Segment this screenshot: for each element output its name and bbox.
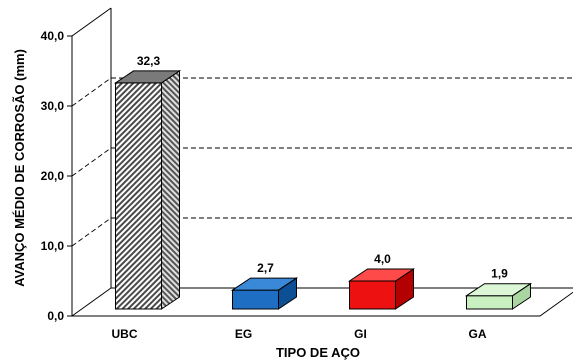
gridline [71, 147, 573, 177]
y-axis-title: AVANÇO MÉDIO DE CORROSÃO (mm) [12, 49, 27, 287]
value-labels: 32,3 2,7 4,0 1,9 [137, 54, 508, 281]
bar-top [464, 283, 533, 297]
value-label-ubc: 32,3 [137, 54, 161, 68]
bar-top [113, 70, 182, 84]
gridlines [71, 77, 573, 247]
value-label-gi: 4,0 [374, 252, 391, 266]
x-tick-label-eg: EG [235, 327, 252, 341]
y-tick-label: 20,0 [41, 169, 65, 183]
bar-front [466, 295, 513, 310]
y-tick-label: 10,0 [41, 239, 65, 253]
bar-ga [464, 282, 533, 310]
value-label-ga: 1,9 [491, 267, 508, 281]
bar-front [115, 82, 162, 310]
gridline [71, 217, 573, 247]
bar-ubc [113, 69, 182, 310]
bar-top [347, 268, 416, 282]
x-axis-title: TIPO DE AÇO [276, 345, 360, 360]
x-tick-label-ubc: UBC [112, 327, 138, 341]
floor-left-edge [71, 287, 112, 317]
bar-gi [347, 268, 416, 310]
bar-eg [230, 277, 299, 310]
y-tick-label: 40,0 [41, 29, 65, 43]
bar-front [232, 289, 279, 310]
bar-top [230, 277, 299, 291]
bars [113, 69, 533, 310]
y-axis-ticks: 0,0 10,0 20,0 30,0 40,0 [41, 29, 72, 323]
floor-front-edge [72, 291, 573, 317]
gridline [71, 77, 573, 107]
value-label-eg: 2,7 [257, 261, 274, 275]
x-axis-categories: UBC EG GI GA [112, 327, 487, 341]
bar-front [349, 280, 396, 310]
y-tick-label: 0,0 [47, 309, 64, 323]
x-tick-label-ga: GA [469, 327, 487, 341]
x-tick-label-gi: GI [354, 327, 367, 341]
bar-side [161, 69, 180, 310]
y-tick-label: 30,0 [41, 99, 65, 113]
